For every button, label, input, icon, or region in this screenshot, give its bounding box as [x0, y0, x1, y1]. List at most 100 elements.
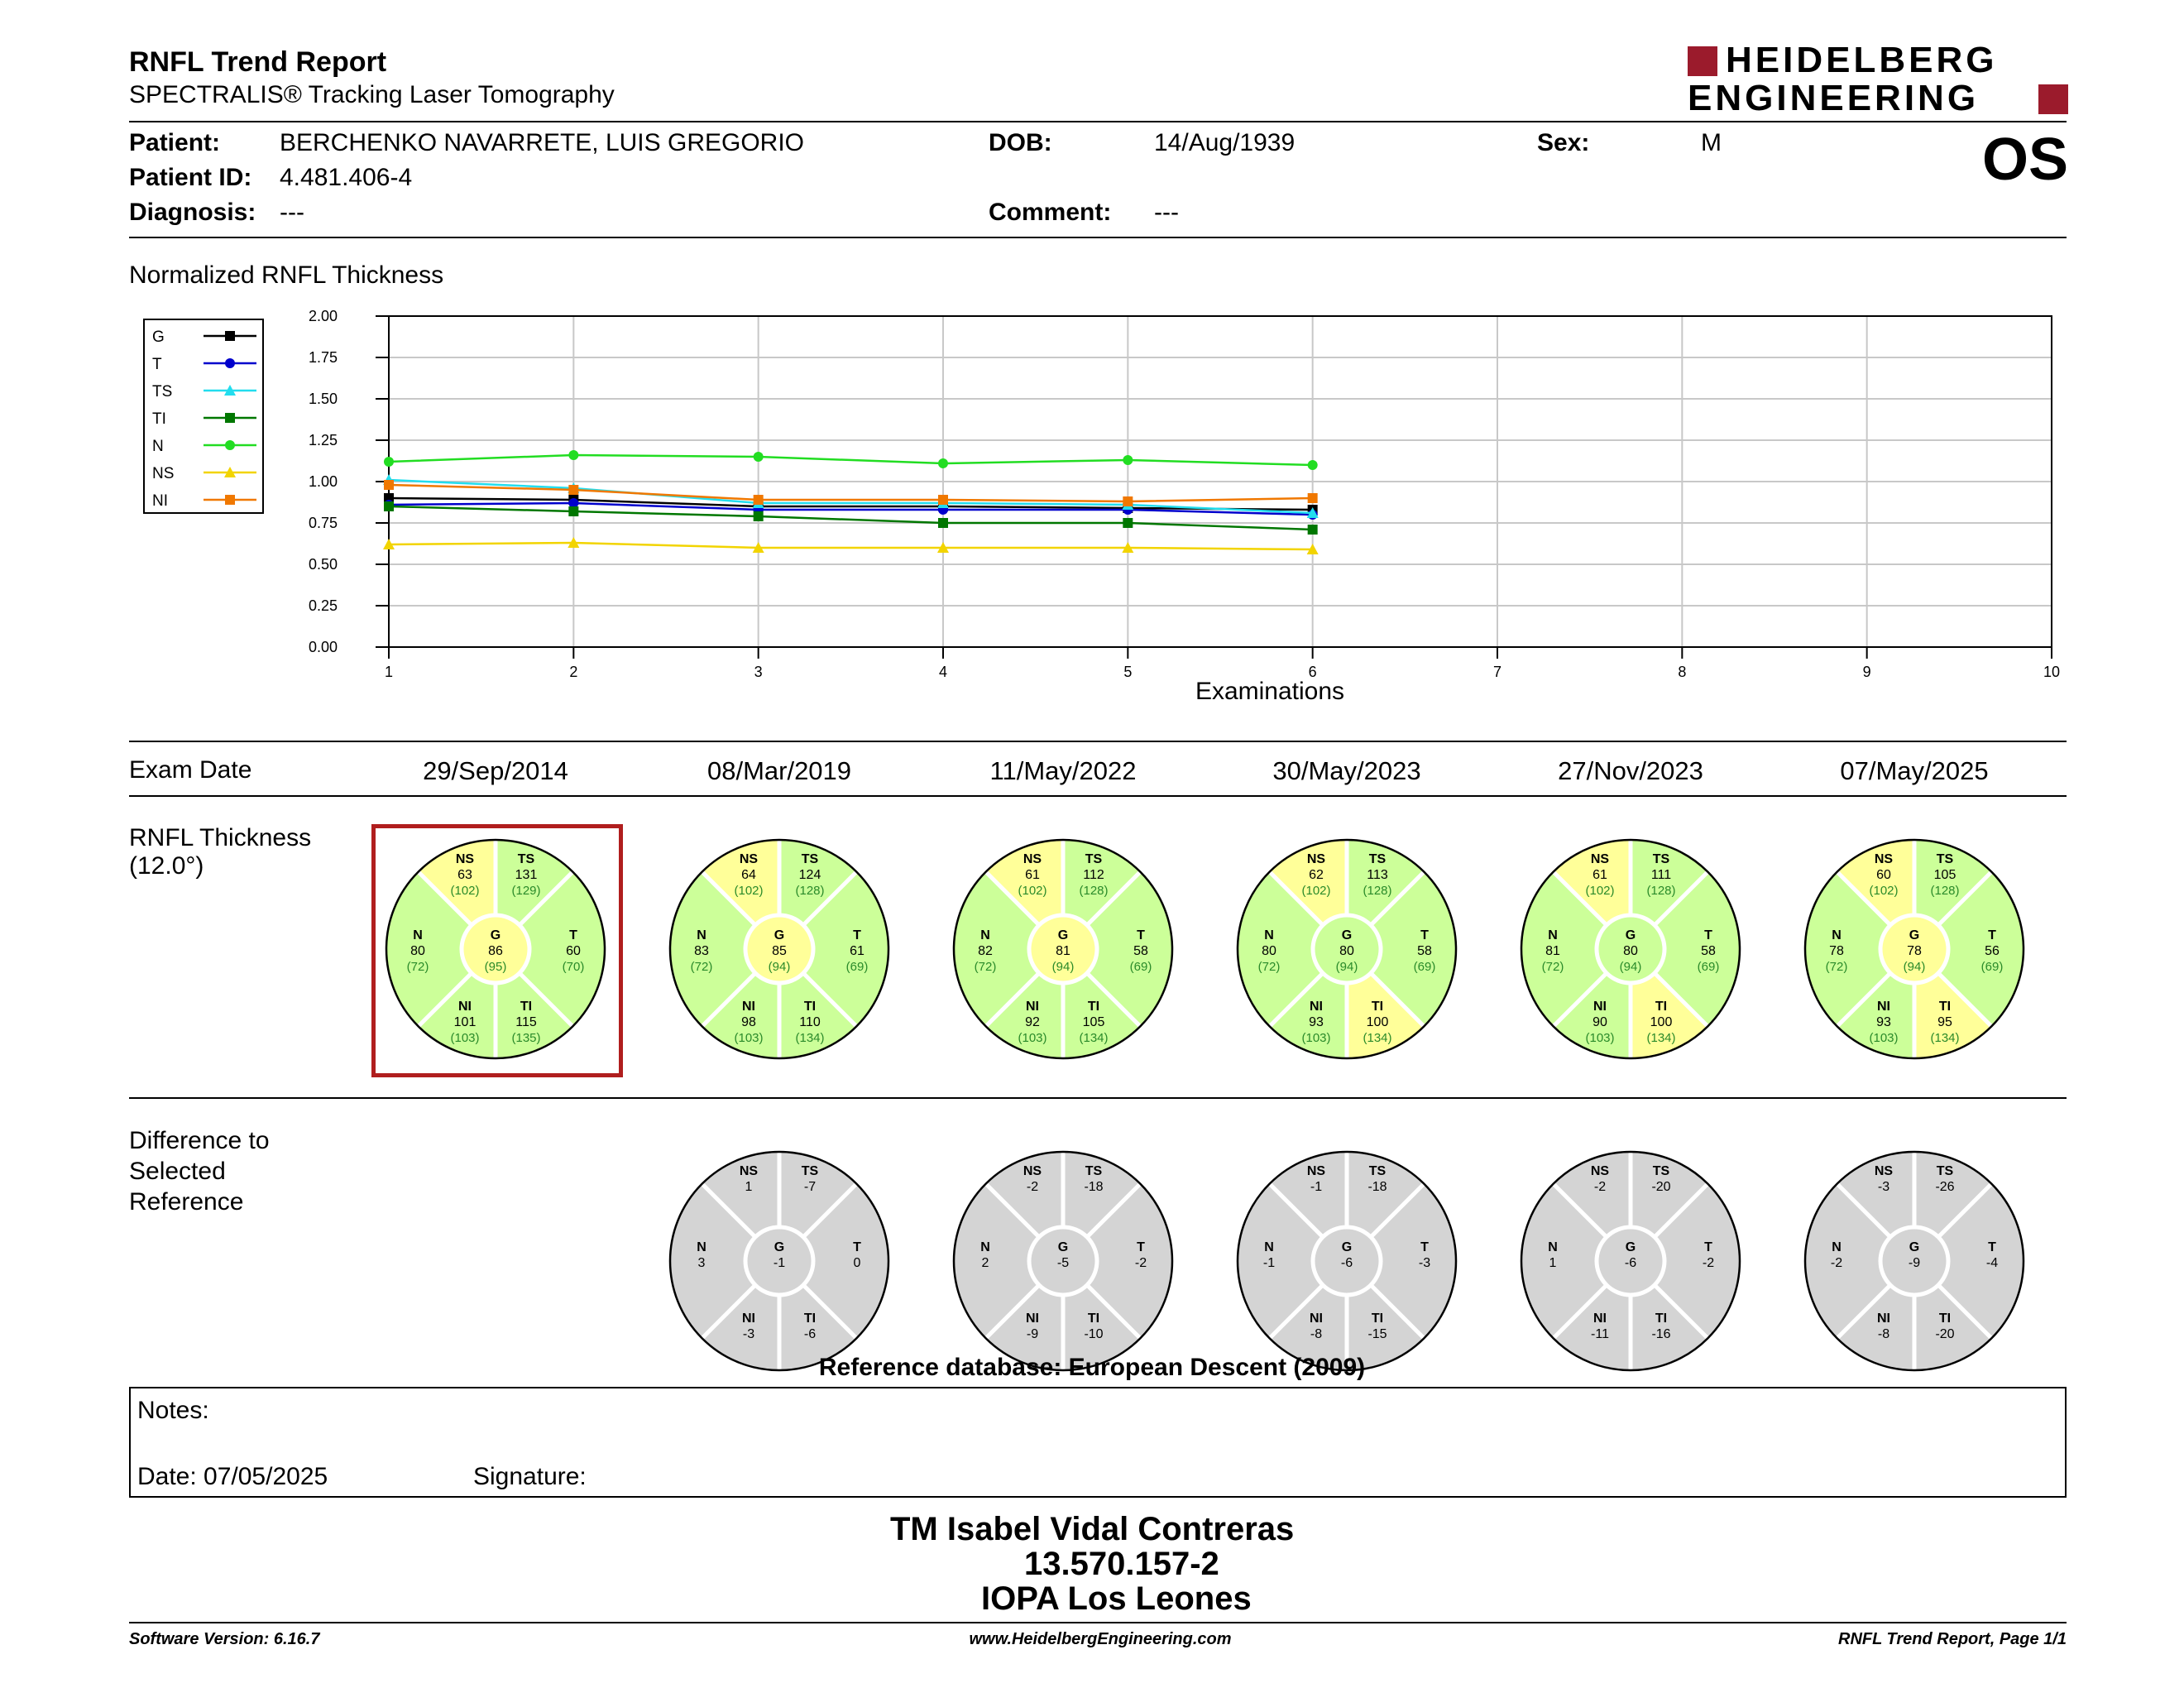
- sector-n: [1805, 871, 1891, 1027]
- sector-divider: [700, 1283, 757, 1340]
- outer-ring: [952, 838, 1174, 1060]
- x-tick-label: 3: [754, 664, 763, 680]
- sector-value-g: 80: [1623, 944, 1638, 958]
- website-url: www.HeidelbergEngineering.com: [969, 1630, 1232, 1648]
- sector-reference-ns: (102): [1018, 884, 1046, 898]
- sector-value-ts: 112: [1083, 868, 1104, 882]
- x-tick-label: 4: [939, 664, 947, 680]
- sector-reference-ni: (103): [450, 1031, 479, 1045]
- series-line-t: [388, 501, 1313, 516]
- dob-label: DOB:: [989, 129, 1052, 156]
- sector-divider: [1085, 1283, 1142, 1340]
- sector-divider: [802, 971, 859, 1029]
- sector-value-ns: 62: [1309, 868, 1324, 882]
- sector-ti: [1063, 972, 1141, 1058]
- sector-value-t: 58: [1417, 944, 1432, 958]
- x-tick-label: 7: [1493, 664, 1502, 680]
- sector-label-ti: TI: [1372, 1000, 1383, 1014]
- data-point-ti: [568, 506, 579, 516]
- sector-label-g: G: [774, 1240, 784, 1254]
- sector-value-t: 60: [566, 944, 581, 958]
- sector-ns: [985, 840, 1063, 926]
- legend-label: TI: [152, 410, 166, 428]
- sector-divider: [1653, 1283, 1710, 1340]
- x-tick-label: 6: [1309, 664, 1317, 680]
- x-tick-label: 2: [569, 664, 577, 680]
- sector-reference-n: (72): [691, 960, 713, 974]
- rnfl-label-line2: (12.0°): [129, 852, 204, 880]
- sector-t: [802, 871, 888, 1027]
- sector-divider: [802, 870, 859, 927]
- sector-label-ns: NS: [1875, 1164, 1894, 1178]
- data-point-ns: [1306, 544, 1319, 554]
- sector-value-ts: -7: [804, 1180, 816, 1194]
- logo-square-bottom: [2038, 84, 2068, 114]
- sector-value-ti: 110: [799, 1015, 821, 1029]
- sector-label-ns: NS: [740, 852, 759, 866]
- sector-label-t: T: [1988, 928, 1996, 942]
- sector-value-ns: 61: [1025, 868, 1040, 882]
- dob-value: 14/Aug/1939: [1154, 129, 1296, 156]
- sector-divider: [1835, 1182, 1892, 1239]
- divider: [129, 237, 2067, 238]
- sector-n: [1238, 1183, 1324, 1339]
- diagnosis-label: Diagnosis:: [129, 199, 256, 226]
- data-point-ti: [1123, 518, 1133, 528]
- sector-label-t: T: [1137, 928, 1145, 942]
- sector-value-ns: 63: [457, 868, 472, 882]
- series-line-ti: [388, 505, 1313, 531]
- sector-value-g: 85: [772, 944, 787, 958]
- sector-divider: [984, 1283, 1041, 1340]
- sector-label-ti: TI: [1655, 1000, 1667, 1014]
- sector-reference-g: (94): [1620, 960, 1642, 974]
- sector-label-ts: TS: [1937, 852, 1954, 866]
- sector-divider: [1551, 1182, 1608, 1239]
- inner-ring: [1594, 1225, 1667, 1297]
- sector-value-ns: 61: [1592, 868, 1607, 882]
- sector-value-n: 3: [698, 1256, 706, 1270]
- y-tick-label: 1.00: [309, 473, 338, 490]
- sector-reference-ni: (103): [1869, 1031, 1898, 1045]
- exam-date: 30/May/2023: [1272, 756, 1421, 785]
- sector-reference-g: (94): [1336, 960, 1358, 974]
- sector-label-ti: TI: [1088, 1000, 1099, 1014]
- sector-value-ni: -11: [1591, 1327, 1609, 1341]
- sector-value-t: 61: [850, 944, 864, 958]
- legend-marker: [225, 331, 235, 341]
- x-tick-label: 1: [385, 664, 393, 680]
- sector-g: [1030, 916, 1096, 982]
- sector-label-ni: NI: [742, 1000, 755, 1014]
- sector-g: [1881, 1228, 1947, 1294]
- sector-ti: [1063, 1284, 1141, 1370]
- sector-label-ns: NS: [1875, 852, 1894, 866]
- report-title: RNFL Trend Report: [129, 46, 387, 78]
- sector-label-ti: TI: [804, 1312, 816, 1326]
- sector-n: [670, 871, 756, 1027]
- sector-label-t: T: [853, 928, 861, 942]
- sector-value-t: 0: [854, 1256, 861, 1270]
- divider: [129, 741, 2067, 742]
- chart-legend: GT TS TI N NS NI: [143, 319, 264, 514]
- sector-t: [1370, 871, 1456, 1027]
- inner-ring: [1027, 1225, 1099, 1297]
- sector-reference-t: (69): [1414, 960, 1436, 974]
- signer-name: TM Isabel Vidal Contreras: [890, 1511, 1295, 1547]
- sector-reference-g: (94): [1904, 960, 1926, 974]
- sector-divider: [1937, 1283, 1994, 1340]
- inner-ring: [1878, 913, 1951, 985]
- sector-label-ni: NI: [1593, 1312, 1607, 1326]
- sector-divider: [1085, 1182, 1142, 1239]
- sector-t: [1086, 871, 1172, 1027]
- sector-ni: [1553, 1284, 1631, 1370]
- sector-value-g: -1: [774, 1256, 785, 1270]
- sector-label-ti: TI: [1372, 1312, 1383, 1326]
- sector-reference-ns: (102): [1301, 884, 1330, 898]
- sector-label-ni: NI: [458, 1000, 472, 1014]
- sector-value-ni: -8: [1310, 1327, 1322, 1341]
- sector-value-ti: -10: [1084, 1327, 1103, 1341]
- sector-ni: [985, 1284, 1063, 1370]
- outer-ring: [1803, 838, 2025, 1060]
- sector-label-ts: TS: [1937, 1164, 1954, 1178]
- exam-date: 08/Mar/2019: [706, 756, 852, 785]
- data-point-ts: [1306, 507, 1319, 518]
